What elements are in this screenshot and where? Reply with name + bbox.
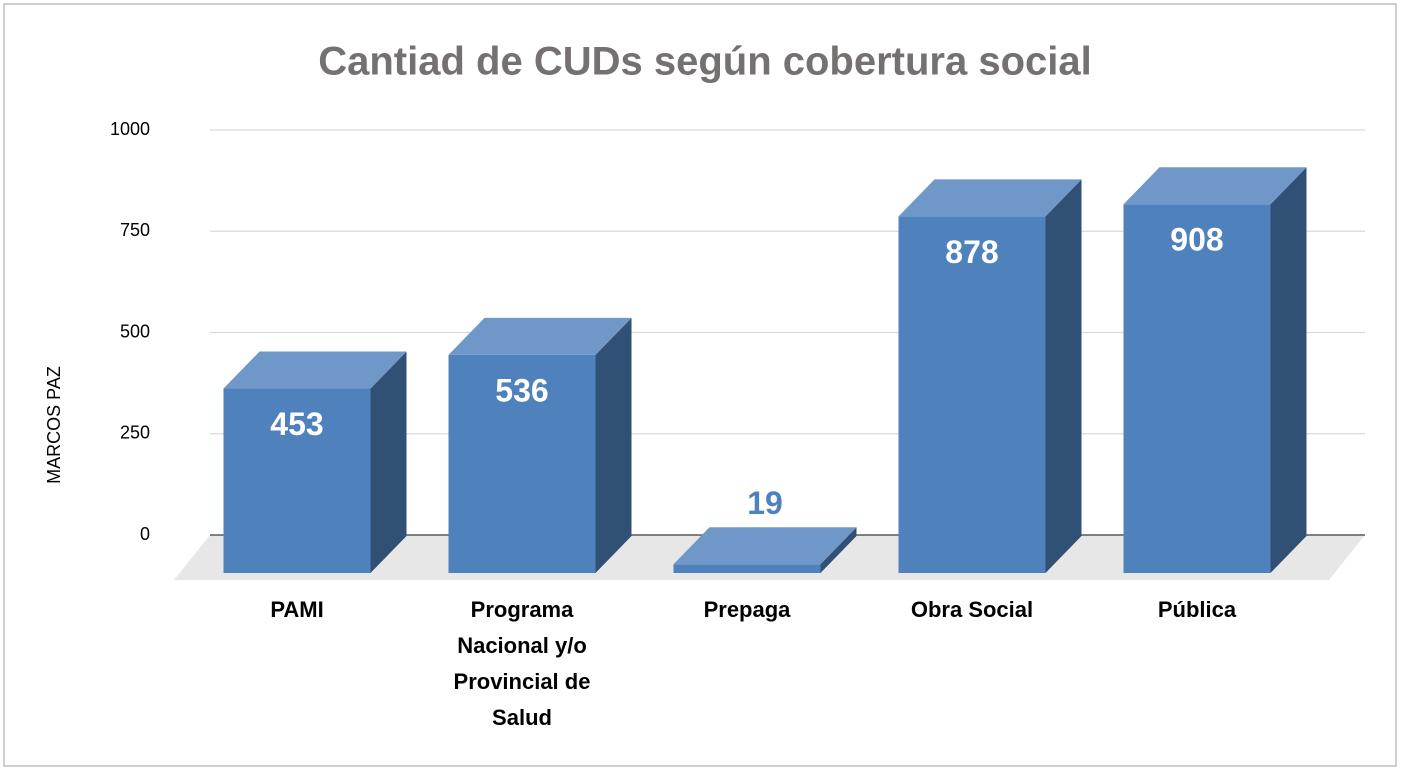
bar-front (448, 354, 596, 573)
bar-side (820, 527, 857, 573)
x-tick-label: Programa Nacional y/o Provincial de Salu… (453, 597, 591, 730)
y-axis-label: MARCOS PAZ (44, 366, 64, 484)
bar-top (673, 527, 857, 565)
bar-top (1123, 167, 1307, 205)
x-tick-label: Obra Social (910, 597, 1034, 622)
chart-title: Cantiad de CUDs según cobertura social (318, 40, 1092, 84)
x-tick-label: Prepaga (703, 597, 791, 622)
bar (223, 351, 407, 573)
bar-front (898, 216, 1046, 573)
bar (1123, 167, 1307, 573)
data-label: 908 (1170, 222, 1223, 258)
bar-top (898, 179, 1082, 217)
bar (673, 527, 857, 573)
x-tick-label: Pública (1157, 597, 1237, 622)
bar (898, 179, 1082, 573)
bar (448, 317, 632, 573)
data-label: 19 (747, 485, 783, 521)
data-label: 453 (270, 406, 323, 442)
bar-front (673, 564, 821, 573)
data-label: 536 (495, 372, 548, 408)
bar-side (595, 317, 632, 573)
bar-top (448, 317, 632, 355)
y-tick-label: 750 (120, 220, 150, 240)
y-tick-label: 0 (140, 524, 150, 544)
bar-top (223, 351, 407, 389)
y-tick-label: 1000 (110, 119, 150, 139)
bar-side (370, 351, 407, 573)
bar-side (1270, 167, 1307, 573)
y-tick-label: 500 (120, 321, 150, 341)
bar-front (223, 388, 371, 573)
bar-side (1045, 179, 1082, 573)
x-tick-label: PAMI (270, 597, 324, 622)
bar-front (1123, 204, 1271, 573)
y-tick-label: 250 (120, 423, 150, 443)
data-label: 878 (945, 234, 998, 270)
